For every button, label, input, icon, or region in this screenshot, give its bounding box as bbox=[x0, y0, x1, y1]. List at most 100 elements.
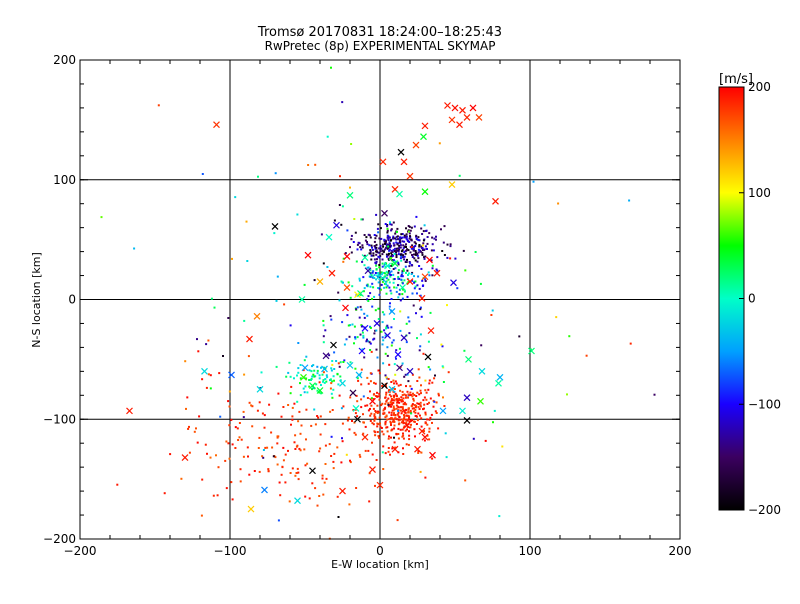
data-point bbox=[240, 438, 243, 441]
data-point-cross bbox=[381, 209, 388, 217]
data-point-cross bbox=[355, 371, 363, 379]
cross-stroke bbox=[396, 190, 403, 198]
data-point bbox=[405, 341, 408, 344]
data-point bbox=[399, 406, 402, 409]
data-point bbox=[207, 339, 210, 342]
data-point bbox=[423, 430, 425, 433]
data-point bbox=[228, 405, 231, 408]
data-point bbox=[347, 416, 350, 419]
data-point bbox=[436, 256, 439, 259]
data-point bbox=[424, 245, 427, 248]
data-point bbox=[398, 401, 401, 404]
data-point bbox=[363, 234, 366, 236]
data-point bbox=[557, 202, 560, 205]
data-point-cross bbox=[492, 197, 499, 205]
data-point bbox=[275, 299, 278, 302]
data-point bbox=[375, 249, 378, 252]
cross-stroke bbox=[346, 361, 354, 369]
data-point bbox=[382, 339, 385, 342]
data-point-cross bbox=[261, 486, 268, 494]
data-point bbox=[405, 396, 408, 399]
data-point bbox=[402, 269, 405, 272]
data-point bbox=[373, 234, 376, 236]
data-point bbox=[342, 405, 345, 408]
data-point bbox=[297, 471, 300, 474]
data-point bbox=[378, 264, 381, 266]
cross-stroke bbox=[301, 364, 309, 372]
data-point bbox=[398, 238, 401, 241]
data-point bbox=[426, 248, 428, 250]
data-point bbox=[392, 237, 395, 240]
data-point bbox=[383, 248, 386, 251]
data-point bbox=[381, 336, 384, 339]
data-point bbox=[419, 405, 422, 408]
data-point bbox=[443, 405, 446, 407]
data-point bbox=[393, 278, 396, 280]
data-point bbox=[242, 455, 245, 458]
data-point bbox=[325, 477, 328, 480]
data-point bbox=[377, 287, 379, 289]
data-point bbox=[411, 407, 414, 410]
data-point bbox=[330, 369, 333, 372]
cross-stroke bbox=[369, 466, 376, 473]
data-point bbox=[417, 251, 420, 254]
data-point bbox=[372, 254, 375, 257]
data-point bbox=[306, 391, 309, 394]
data-point-cross bbox=[465, 355, 472, 363]
data-point bbox=[410, 404, 413, 407]
data-point bbox=[368, 500, 371, 503]
data-point bbox=[369, 414, 372, 417]
data-point bbox=[180, 477, 183, 480]
data-point bbox=[413, 420, 416, 423]
data-point bbox=[388, 281, 391, 284]
data-point bbox=[318, 391, 321, 394]
data-point bbox=[350, 251, 353, 254]
data-point bbox=[404, 418, 407, 421]
data-point bbox=[373, 258, 376, 261]
data-point bbox=[257, 447, 260, 449]
data-point bbox=[389, 257, 392, 259]
data-point bbox=[362, 276, 365, 279]
data-point bbox=[410, 394, 413, 397]
data-point bbox=[322, 335, 325, 338]
data-point bbox=[374, 431, 377, 434]
data-point bbox=[382, 468, 385, 470]
data-point bbox=[272, 455, 275, 458]
data-point-cross bbox=[444, 102, 451, 109]
cross-stroke bbox=[463, 394, 471, 402]
data-point bbox=[416, 380, 419, 382]
cross-stroke bbox=[346, 191, 354, 199]
data-point bbox=[397, 406, 400, 409]
data-point bbox=[413, 394, 416, 396]
data-point-cross bbox=[418, 294, 426, 302]
data-point-cross bbox=[396, 190, 403, 198]
data-point bbox=[390, 292, 393, 295]
data-point bbox=[337, 291, 340, 294]
data-point bbox=[340, 461, 343, 464]
data-point-cross bbox=[400, 158, 408, 166]
data-point bbox=[378, 237, 381, 240]
data-point bbox=[403, 425, 406, 428]
data-point bbox=[201, 478, 204, 481]
data-point bbox=[401, 270, 404, 273]
data-point bbox=[390, 414, 393, 417]
data-point bbox=[418, 287, 421, 290]
data-point-cross bbox=[322, 352, 330, 360]
data-point bbox=[399, 244, 402, 247]
data-point bbox=[414, 411, 417, 414]
data-point bbox=[263, 414, 266, 417]
data-point bbox=[361, 244, 364, 247]
data-point bbox=[378, 416, 381, 419]
data-point bbox=[394, 237, 397, 240]
data-point bbox=[397, 263, 400, 266]
data-point-cross bbox=[376, 481, 384, 489]
data-point bbox=[416, 254, 419, 257]
data-point bbox=[395, 432, 398, 435]
data-point bbox=[433, 377, 436, 380]
data-point bbox=[382, 409, 385, 412]
data-point bbox=[349, 459, 351, 462]
data-point bbox=[390, 424, 392, 426]
data-point-cross bbox=[418, 427, 426, 435]
data-point bbox=[385, 274, 388, 277]
cross-stroke bbox=[394, 351, 402, 359]
